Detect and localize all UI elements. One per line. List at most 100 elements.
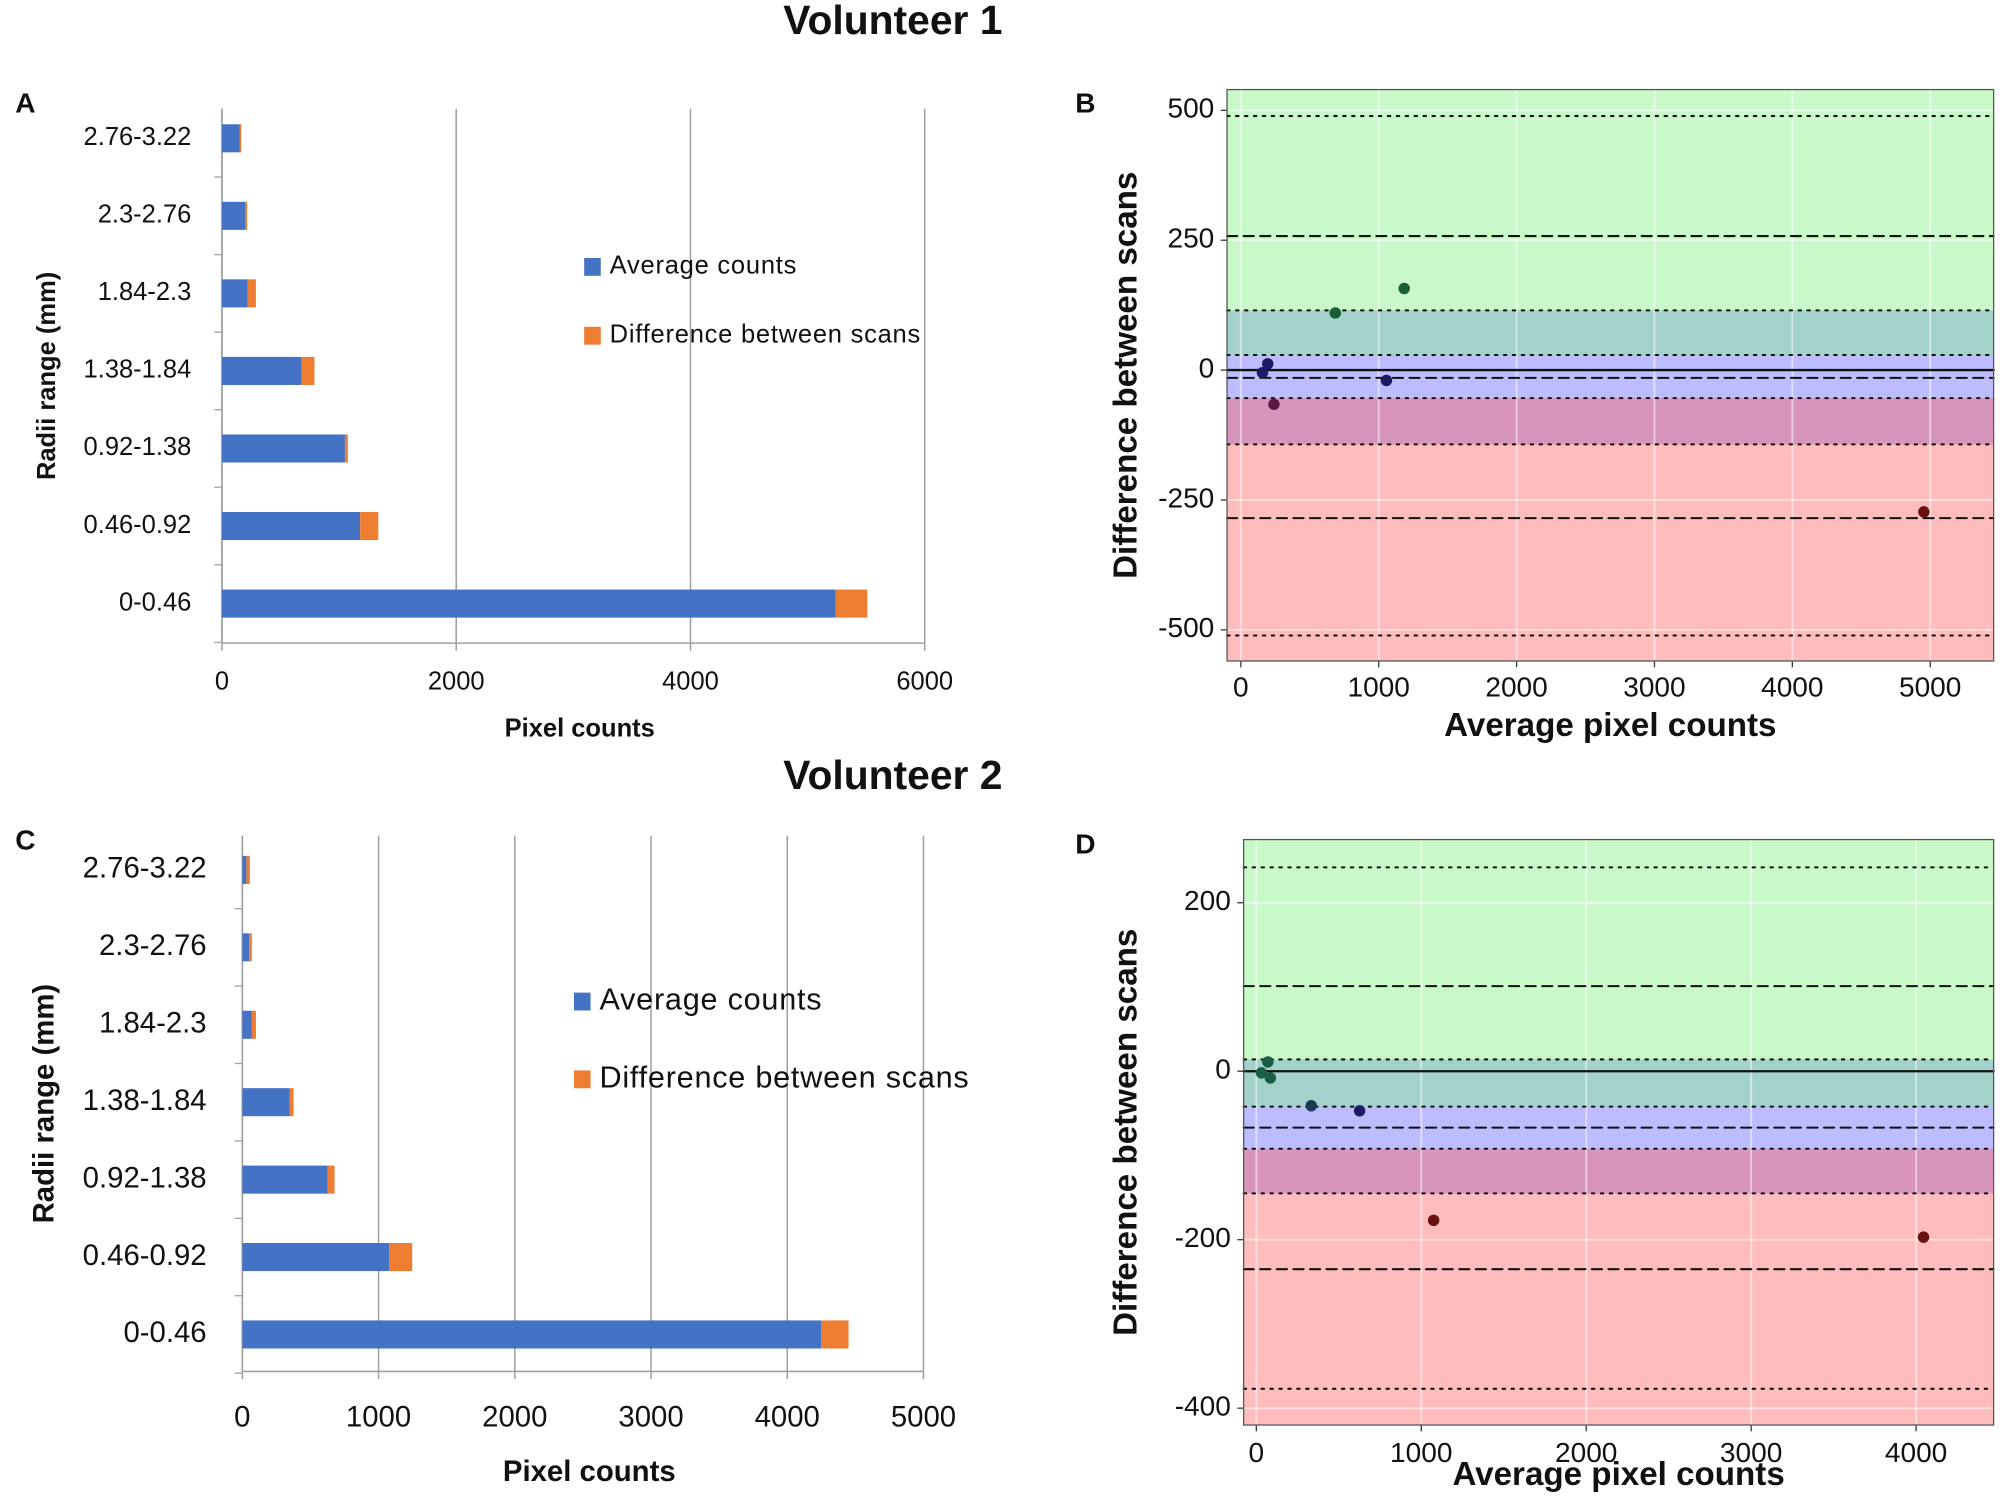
- bar-segment: [389, 1243, 413, 1272]
- band: [1243, 1148, 1994, 1426]
- y-tick-label: -200: [1175, 1222, 1231, 1253]
- x-tick-label: 1000: [1390, 1437, 1452, 1468]
- bar-segment: [249, 933, 252, 962]
- y-tick-label: 0.46-0.92: [83, 1239, 207, 1272]
- plot-border: [1242, 838, 1995, 1426]
- y-tick-label: 2.76-3.22: [84, 123, 192, 151]
- y-tick-label: 1.84-2.3: [99, 1007, 207, 1040]
- x-tick-label: 3000: [1720, 1437, 1782, 1468]
- point: [1398, 282, 1410, 295]
- x-tick-label: 1000: [1347, 671, 1409, 702]
- y-tick-label: 500: [1167, 93, 1214, 124]
- legend-label: Average counts: [610, 252, 797, 280]
- plot-background: [1243, 839, 1994, 1426]
- point: [1262, 1056, 1274, 1068]
- point: [1427, 1214, 1440, 1227]
- x-tick-label: 2000: [1555, 1437, 1617, 1468]
- bar-segment: [221, 589, 836, 618]
- legend-label: Difference between scans: [599, 1060, 969, 1094]
- figure-title: Volunteer 2: [783, 752, 1002, 798]
- point: [1305, 1100, 1317, 1112]
- x-tick-label: 1000: [346, 1400, 411, 1433]
- bar-segment: [301, 356, 315, 385]
- panel-label: B: [1075, 87, 1095, 118]
- x-axis-title: Average pixel counts: [1444, 707, 1776, 744]
- bar-segment: [221, 124, 240, 153]
- y-axis-title: Difference between scans: [1107, 929, 1144, 1336]
- legend-swatch: [584, 326, 601, 345]
- y-axis-title: Difference between scans: [1107, 172, 1144, 579]
- bar-segment: [821, 1320, 849, 1349]
- bar-segment: [344, 434, 348, 463]
- point: [1329, 307, 1342, 319]
- bar-segment: [289, 1088, 294, 1117]
- point: [1353, 1105, 1366, 1117]
- x-axis-title: Pixel counts: [503, 1455, 676, 1488]
- y-axis-title: Radii range (mm): [28, 984, 61, 1224]
- y-tick-label: 0.92-1.38: [83, 1161, 207, 1194]
- x-tick-label: 4000: [662, 667, 719, 695]
- x-axis-title: Average pixel counts: [1452, 1456, 1784, 1493]
- x-tick-label: 3000: [618, 1400, 683, 1433]
- point: [1917, 1231, 1930, 1243]
- panel-label: A: [15, 87, 35, 118]
- bar-segment: [242, 1320, 822, 1349]
- bar-segment: [221, 356, 302, 385]
- y-tick-label: 250: [1167, 223, 1214, 254]
- point: [1264, 1072, 1277, 1084]
- y-tick-label: -400: [1175, 1391, 1231, 1422]
- y-tick-label: 2.3-2.76: [99, 929, 207, 962]
- y-tick-label: 2.3-2.76: [98, 201, 192, 229]
- x-tick-label: 2000: [428, 667, 485, 695]
- x-tick-label: 0: [1249, 1437, 1265, 1468]
- x-tick-label: 4000: [1885, 1437, 1947, 1468]
- panel-label: C: [15, 825, 35, 856]
- y-tick-label: 1.38-1.84: [83, 1084, 207, 1117]
- legend-swatch: [573, 992, 591, 1011]
- bar-segment: [360, 512, 379, 541]
- x-tick-label: 2000: [482, 1400, 547, 1433]
- bar-segment: [242, 1243, 390, 1272]
- y-tick-label: 0.46-0.92: [84, 511, 192, 539]
- legend-label: Average counts: [599, 983, 822, 1017]
- bar-segment: [221, 434, 345, 463]
- bar-segment: [242, 1088, 290, 1117]
- y-tick-label: 1.38-1.84: [84, 356, 192, 384]
- bar-segment: [251, 1010, 256, 1039]
- bar-segment: [242, 1165, 328, 1194]
- bar-segment: [835, 589, 868, 618]
- y-tick-label: 0: [1199, 352, 1215, 383]
- x-tick-label: 5000: [891, 1400, 956, 1433]
- point: [1918, 506, 1930, 518]
- x-tick-label: 6000: [896, 667, 953, 695]
- y-tick-label: -500: [1158, 612, 1214, 643]
- x-tick-label: 2000: [1485, 671, 1547, 702]
- panel-label: D: [1075, 828, 1095, 859]
- y-tick-label: 1.84-2.3: [98, 278, 192, 306]
- y-tick-label: -250: [1158, 482, 1214, 513]
- y-axis-title: Radii range (mm): [33, 272, 61, 480]
- y-tick-label: 0-0.46: [119, 588, 191, 616]
- y-tick-label: 200: [1184, 885, 1231, 916]
- y-tick-label: 0-0.46: [123, 1316, 206, 1349]
- bar-segment: [239, 124, 242, 153]
- x-axis-title: Pixel counts: [505, 715, 655, 743]
- y-tick-label: 0.92-1.38: [84, 433, 192, 461]
- x-tick-label: 4000: [755, 1400, 820, 1433]
- bar-segment: [327, 1165, 335, 1194]
- x-tick-label: 0: [234, 1400, 250, 1433]
- bar-segment: [242, 933, 250, 962]
- plot-border: [1226, 88, 1995, 662]
- band: [1243, 1059, 1994, 1194]
- band: [1227, 89, 1994, 356]
- y-tick-label: 2.76-3.22: [83, 852, 207, 885]
- x-tick-label: 5000: [1899, 671, 1961, 702]
- x-tick-label: 0: [215, 667, 229, 695]
- bar-segment: [247, 279, 256, 308]
- legend-swatch: [584, 257, 601, 276]
- band: [1227, 398, 1994, 661]
- legend-label: Difference between scans: [610, 320, 921, 348]
- bar-segment: [242, 855, 247, 884]
- figure-title: Volunteer 1: [783, 0, 1002, 43]
